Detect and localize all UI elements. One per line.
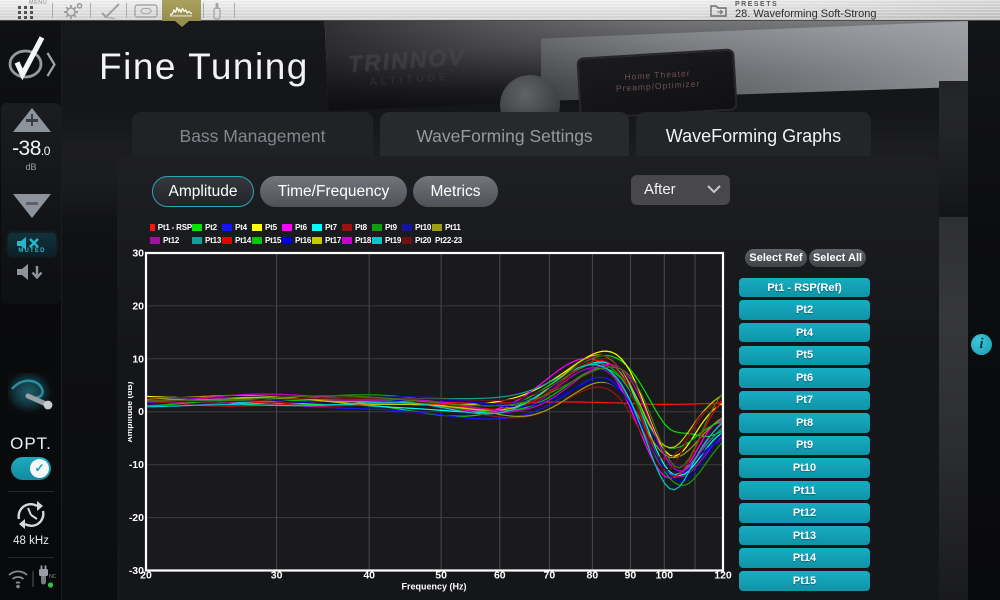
svg-text:Amplitude (dB): Amplitude (dB) <box>128 381 134 442</box>
svg-text:-30: -30 <box>129 565 144 577</box>
svg-text:70: 70 <box>544 570 556 582</box>
svg-text:80: 80 <box>587 570 599 582</box>
svg-text:40: 40 <box>363 570 375 582</box>
svg-text:-10: -10 <box>129 459 144 471</box>
svg-text:0: 0 <box>138 406 144 418</box>
svg-text:120: 120 <box>714 570 732 582</box>
svg-text:NO: NO <box>49 574 56 580</box>
svg-text:-20: -20 <box>129 512 144 524</box>
svg-text:60: 60 <box>494 570 506 582</box>
svg-text:30: 30 <box>271 570 283 582</box>
svg-text:20: 20 <box>132 300 144 312</box>
svg-text:100: 100 <box>656 570 674 582</box>
svg-text:20: 20 <box>140 570 152 582</box>
svg-text:90: 90 <box>625 570 637 582</box>
svg-text:Frequency (Hz): Frequency (Hz) <box>401 582 466 592</box>
svg-text:50: 50 <box>435 570 447 582</box>
svg-text:10: 10 <box>132 353 144 365</box>
svg-text:30: 30 <box>132 248 144 260</box>
